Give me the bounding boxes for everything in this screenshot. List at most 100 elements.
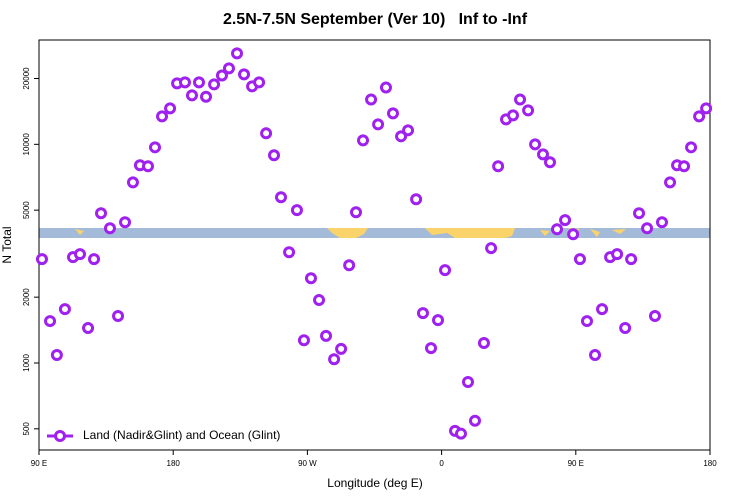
point	[95, 207, 108, 220]
point	[522, 104, 535, 117]
point	[432, 314, 445, 327]
point	[119, 216, 132, 229]
point	[567, 228, 580, 241]
point	[297, 334, 310, 347]
point	[253, 76, 266, 89]
point	[700, 102, 713, 115]
point	[208, 78, 221, 91]
point	[469, 414, 482, 427]
point	[44, 315, 57, 328]
point	[395, 130, 408, 143]
point	[178, 76, 191, 89]
point	[625, 253, 638, 266]
x-tick-label: 180	[703, 459, 717, 468]
point	[507, 109, 520, 122]
x-tick-label: 90 W	[298, 459, 317, 468]
point	[573, 253, 586, 266]
point	[410, 193, 423, 206]
point	[192, 76, 205, 89]
point	[103, 222, 116, 235]
point	[328, 353, 341, 366]
point	[551, 223, 564, 236]
point	[357, 134, 370, 147]
point	[648, 310, 661, 323]
y-tick-label: 5000	[22, 201, 31, 219]
legend-label: Land (Nadir&Glint) and Ocean (Glint)	[83, 428, 280, 442]
point	[112, 310, 125, 323]
point	[633, 207, 646, 220]
point	[619, 322, 632, 335]
point	[275, 191, 288, 204]
point	[164, 102, 177, 115]
point	[589, 348, 602, 361]
point	[350, 206, 363, 219]
y-axis-label: N Total	[0, 226, 14, 263]
point	[492, 160, 505, 173]
point	[514, 93, 527, 106]
point	[290, 204, 303, 217]
y-tick-label: 1000	[22, 354, 31, 372]
point	[267, 149, 280, 162]
point	[529, 138, 542, 151]
point	[372, 118, 385, 131]
y-tick-label: 10000	[22, 133, 31, 156]
point	[88, 253, 101, 266]
point	[149, 141, 162, 154]
point	[596, 303, 609, 316]
x-tick-label: 90 E	[31, 459, 47, 468]
point	[477, 337, 490, 350]
point	[156, 110, 169, 123]
point	[343, 259, 356, 272]
point	[222, 62, 235, 75]
point	[215, 69, 228, 82]
point	[260, 127, 273, 140]
point	[693, 110, 706, 123]
point	[35, 253, 48, 266]
point	[664, 176, 677, 189]
point	[439, 264, 452, 277]
point	[82, 322, 95, 335]
y-tick-label: 2000	[22, 288, 31, 306]
point	[231, 47, 244, 60]
point	[74, 248, 87, 261]
point	[536, 148, 549, 161]
point	[461, 375, 474, 388]
point	[142, 160, 155, 173]
point	[58, 303, 71, 316]
point	[313, 294, 326, 307]
point	[365, 93, 378, 106]
point	[678, 160, 691, 173]
x-tick-label: 90 E	[568, 459, 584, 468]
y-tick-label: 20000	[22, 67, 31, 90]
x-tick-label: 0	[439, 459, 444, 468]
plot-frame	[38, 39, 711, 451]
point	[379, 81, 392, 94]
point	[50, 348, 63, 361]
point	[641, 222, 654, 235]
point	[320, 329, 333, 342]
point	[185, 89, 198, 102]
y-tick-label: 500	[22, 422, 31, 436]
point	[544, 156, 557, 169]
point	[304, 272, 317, 285]
point	[386, 107, 399, 120]
x-axis-label: Longitude (deg E)	[327, 476, 422, 490]
point	[335, 342, 348, 355]
land-ocean-strip	[39, 228, 710, 238]
chart-title: 2.5N-7.5N September (Ver 10) Inf to -Inf	[223, 11, 528, 28]
point	[454, 427, 467, 440]
point	[425, 342, 438, 355]
point	[200, 90, 213, 103]
x-tick-label: 180	[167, 459, 181, 468]
point	[559, 214, 572, 227]
point	[416, 307, 429, 320]
point	[655, 216, 668, 229]
point	[611, 248, 624, 261]
point	[402, 124, 415, 137]
point	[580, 315, 593, 328]
point	[485, 242, 498, 255]
point	[685, 141, 698, 154]
point	[238, 68, 251, 81]
point	[283, 246, 296, 259]
